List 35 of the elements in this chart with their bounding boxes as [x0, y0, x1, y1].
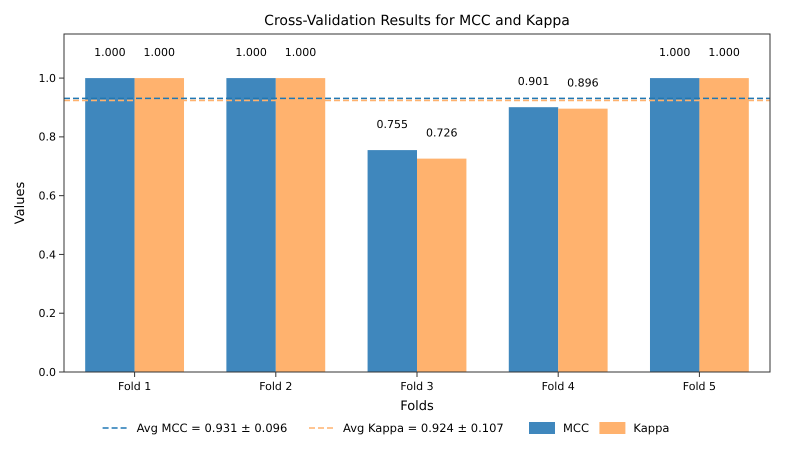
y-tick-label: 0.8	[38, 130, 56, 144]
legend-label: Avg MCC = 0.931 ± 0.096	[136, 421, 288, 436]
legend-label: Kappa	[633, 421, 670, 436]
data-label: 1.000	[658, 46, 690, 60]
data-label: 1.000	[284, 46, 316, 60]
x-tick-label: Fold 4	[542, 380, 575, 393]
data-label: 0.901	[518, 75, 550, 88]
bar	[226, 78, 276, 372]
x-tick-label: Fold 2	[259, 380, 292, 393]
x-tick-label: Fold 1	[118, 380, 152, 393]
data-label: 1.000	[94, 46, 126, 60]
y-tick-label: 0.2	[38, 307, 56, 320]
bar	[650, 78, 700, 372]
chart-title: Cross-Validation Results for MCC and Kappa	[264, 13, 570, 29]
bar	[508, 107, 558, 372]
data-label: 0.726	[426, 126, 458, 140]
data-label: 1.000	[708, 46, 740, 60]
y-tick-label: 0.6	[38, 190, 56, 202]
x-tick-label: Fold 3	[400, 380, 434, 393]
y-tick-label: 0.4	[38, 248, 56, 262]
data-label: 1.000	[144, 46, 176, 60]
bar	[558, 108, 608, 372]
y-tick-label: 0.0	[38, 366, 56, 379]
x-axis-title: Folds	[400, 399, 434, 414]
bar	[368, 150, 417, 372]
bar	[417, 158, 466, 372]
legend-label: MCC	[563, 421, 589, 436]
data-label: 1.000	[235, 46, 267, 60]
bar	[85, 78, 135, 372]
y-axis-title: Values	[13, 182, 28, 224]
data-label: 0.896	[567, 76, 599, 90]
data-label: 0.755	[376, 118, 408, 132]
y-tick-label: 1.0	[38, 72, 56, 85]
x-tick-label: Fold 5	[682, 380, 716, 393]
legend-label: Avg Kappa = 0.924 ± 0.107	[343, 421, 504, 436]
